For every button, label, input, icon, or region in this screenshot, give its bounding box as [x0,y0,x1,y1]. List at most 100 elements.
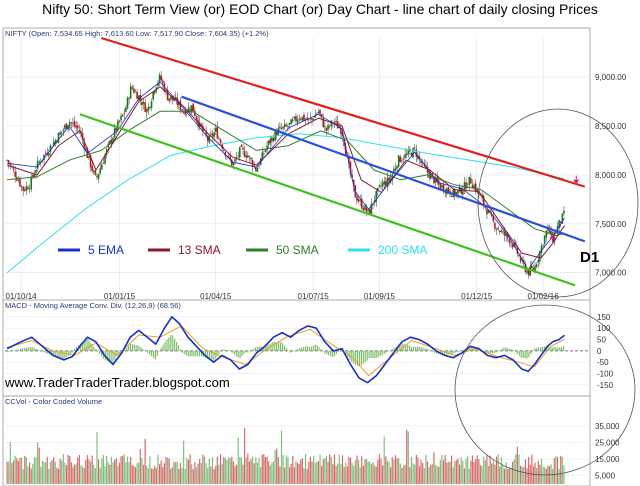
macd-hist-bar [530,350,532,355]
volume-bar [471,455,474,484]
volume-bar [280,430,283,484]
candle-up [187,107,190,113]
volume-bar [507,468,509,484]
candle-up [441,185,443,188]
macd-hist-bar [276,341,278,351]
macd-hist-bar [301,347,303,351]
candle-down [94,170,97,175]
volume-bar [250,458,252,484]
macd-hist-bar [536,347,538,351]
macd-hist-bar [487,350,490,354]
candle-up [393,169,395,174]
volume-bar [176,461,178,484]
candle-up [64,125,66,130]
volume-bar [303,468,305,484]
candle-down [420,160,422,164]
macd-hist-bar [206,350,208,359]
macd-hist-bar [278,342,280,351]
candle-down [518,255,520,257]
volume-bar [370,464,372,484]
macd-hist-bar [73,348,76,351]
volume-bar [515,454,517,484]
macd-hist-bar [31,346,33,351]
candle-down [474,183,477,192]
candle-down [470,178,472,184]
candle-up [237,155,239,157]
price-candles [6,71,565,279]
candle-down [343,137,345,147]
volume-bar [67,454,69,484]
candle-down [255,167,257,171]
candle-up [550,231,552,236]
volume-bar [287,457,289,484]
volume-bar [94,468,96,484]
volume-bar [430,464,432,484]
macd-hist-bar [507,348,509,351]
candle-down [19,178,21,187]
macd-hist-bar [79,343,81,351]
candle-up [20,185,23,187]
macd-y-tick-label: 50 [597,336,606,345]
macd-hist-bar [91,344,93,351]
volume-bar [495,456,498,484]
macd-hist-bar [141,348,143,351]
candle-up [380,185,382,187]
volume-bar [234,466,236,484]
volume-bar [316,461,318,484]
volume-bar [524,459,527,484]
volume-y-tick-label: 15,000 [595,455,620,464]
macd-hist-bar [337,350,339,353]
macd-hist-bar [239,350,241,358]
volume-bar [357,459,360,484]
candle-down [510,242,512,244]
volume-bar [61,460,63,484]
volume-bar [372,462,374,484]
volume-bar [154,465,156,484]
candle-down [136,91,138,99]
volume-bar [425,454,427,484]
macd-hist-bar [226,350,228,351]
macd-hist-bar [451,350,453,355]
macd-hist-bar [10,350,12,352]
candle-up [109,140,111,144]
macd-hist-bar [322,350,324,352]
volume-bar [142,464,145,484]
candle-down [229,156,231,160]
candle-up [407,150,410,155]
volume-bar [329,454,331,484]
candle-up [153,90,156,94]
volume-bar [285,455,287,484]
volume-bar [491,463,493,484]
volume-bar [433,452,435,484]
candle-down [319,109,321,115]
macd-hist-bar [303,346,305,351]
volume-bar [240,457,243,484]
macd-hist-bar [499,349,501,351]
volume-bar [560,456,562,484]
volume-bar [33,457,36,484]
macd-hist-bar [285,348,287,351]
macd-hist-bar [6,350,8,353]
candle-up [36,160,39,169]
volume-bar [237,437,239,484]
macd-hist-bar [389,350,391,351]
volume-bar [393,459,395,484]
volume-bar [269,465,271,484]
macd-hist-bar [81,341,83,351]
d1-circle [477,108,639,298]
ema5-line [7,81,565,271]
candle-up [168,98,171,102]
macd-hist-bar [14,350,16,351]
macd-hist-bar [366,350,368,361]
macd-hist-bar [335,350,338,355]
macd-hist-bar [407,344,409,351]
volume-bar [523,466,525,484]
candle-up [500,230,503,232]
volume-bar [518,454,520,484]
volume-bar [465,458,467,484]
price-y-tick-label: 8,500.00 [595,122,627,131]
candle-up [311,118,313,120]
macd-hist-bar [412,346,415,351]
volume-bar [261,454,263,484]
macd-hist-bar [158,350,160,352]
